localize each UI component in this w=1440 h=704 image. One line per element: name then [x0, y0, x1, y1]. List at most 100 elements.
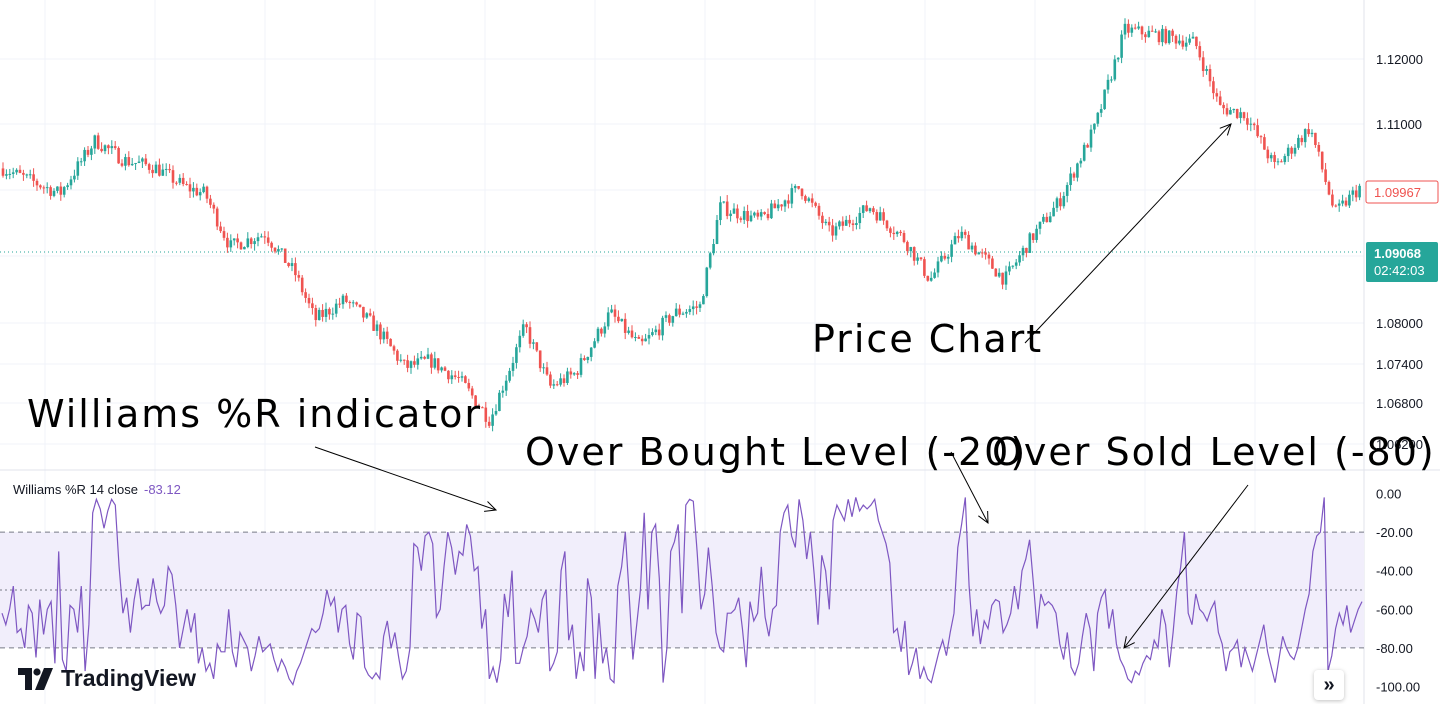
- candle-down: [613, 309, 617, 317]
- candle-up: [521, 324, 525, 336]
- candle-down: [297, 275, 301, 278]
- candle-up: [1106, 79, 1110, 90]
- candle-up: [1286, 147, 1290, 157]
- candle-up: [178, 177, 182, 183]
- candle-up: [5, 174, 8, 176]
- candle-down: [817, 205, 821, 216]
- candle-down: [773, 203, 777, 209]
- candle-down: [175, 182, 178, 184]
- candle-up: [1297, 137, 1300, 148]
- candle-up: [1123, 23, 1127, 35]
- candle-up: [202, 186, 205, 193]
- candle-up: [1229, 110, 1232, 115]
- scroll-to-realtime-button[interactable]: »: [1314, 670, 1344, 700]
- williams-r-tick-label: -80.00: [1376, 641, 1413, 656]
- candle-up: [722, 201, 726, 203]
- candle-down: [42, 187, 46, 189]
- candle-down: [406, 360, 409, 368]
- candle-up: [1276, 161, 1280, 163]
- candle-down: [569, 371, 573, 375]
- candle-down: [804, 196, 807, 201]
- candle-down: [827, 221, 831, 226]
- candle-down: [810, 198, 814, 203]
- candle-down: [583, 358, 586, 361]
- candle-down: [1327, 181, 1331, 195]
- candle-up: [644, 338, 647, 342]
- annotation-arrow-head: [978, 510, 989, 525]
- candle-down: [600, 328, 603, 334]
- candle-up: [103, 145, 107, 152]
- candle-up: [603, 326, 607, 334]
- candle-up: [793, 186, 797, 189]
- candle-down: [640, 338, 644, 342]
- williams-r-tick-label: -60.00: [1376, 602, 1413, 617]
- candle-down: [1317, 145, 1321, 152]
- candle-up: [52, 190, 56, 196]
- candle-up: [1167, 30, 1171, 44]
- candle-down: [59, 186, 63, 195]
- candle-up: [440, 367, 443, 371]
- candle-down: [1059, 198, 1062, 207]
- candle-down: [1, 168, 5, 176]
- candle-up: [705, 267, 709, 297]
- candle-down: [885, 220, 889, 229]
- tradingview-logo-icon: [18, 667, 53, 690]
- candle-down: [766, 214, 770, 219]
- candle-up: [929, 277, 933, 281]
- candle-up: [691, 306, 695, 310]
- candle-up: [933, 272, 936, 278]
- williams-r-annotation: Williams %R indicator: [27, 392, 482, 436]
- candle-up: [729, 213, 732, 217]
- price-tick-label: 1.06200: [1376, 437, 1423, 452]
- candle-up: [589, 347, 593, 357]
- candle-down: [899, 231, 902, 233]
- candle-down: [294, 263, 297, 276]
- candle-down: [219, 226, 222, 232]
- candle-down: [423, 356, 426, 359]
- candle-up: [651, 332, 654, 336]
- candle-down: [1174, 35, 1178, 44]
- candle-up: [868, 208, 872, 212]
- candle-up: [1042, 216, 1045, 222]
- candle-up: [1283, 156, 1287, 163]
- candle-up: [1062, 195, 1066, 207]
- candle-up: [375, 324, 379, 331]
- price-pane[interactable]: [0, 18, 1364, 432]
- candle-down: [113, 146, 117, 149]
- williams-r-pane[interactable]: [0, 497, 1364, 687]
- annotation-arrow-line: [1123, 484, 1249, 649]
- candle-down: [181, 177, 185, 185]
- tradingview-logo[interactable]: TradingView: [18, 665, 196, 692]
- candle-up: [1303, 129, 1307, 143]
- williams-r-legend[interactable]: Williams %R 14 close -83.12: [13, 482, 181, 497]
- candle-up: [419, 356, 423, 359]
- candle-up: [192, 187, 195, 192]
- candle-down: [396, 350, 399, 361]
- candle-down: [1222, 104, 1225, 109]
- candle-up: [243, 246, 246, 250]
- candle-down: [797, 186, 800, 189]
- candle-down: [1001, 272, 1004, 285]
- annotation-arrows: [314, 123, 1249, 649]
- candle-down: [100, 148, 103, 152]
- candle-up: [824, 221, 828, 224]
- williams-r-line: [1, 497, 1363, 687]
- price-axis[interactable]: 1.12000 1.11000 1.08000 1.07400 1.06800 1.062…: [1365, 52, 1439, 452]
- williams-r-legend-value: -83.12: [143, 482, 181, 497]
- candle-down: [147, 164, 151, 170]
- candle-up: [719, 202, 722, 221]
- candle-down: [477, 406, 481, 408]
- candle-up: [1154, 31, 1157, 33]
- candle-up: [141, 158, 144, 162]
- candle-up: [732, 208, 736, 214]
- candle-down: [321, 309, 324, 317]
- candle-down: [1314, 132, 1317, 146]
- candle-up: [1351, 190, 1355, 195]
- candle-down: [906, 241, 909, 252]
- candle-down: [1334, 205, 1338, 207]
- williams-r-axis[interactable]: 0.00 -20.00 -40.00 -60.00 -80.00 -100.00: [1376, 487, 1420, 695]
- candle-up: [491, 414, 494, 426]
- candle-down: [865, 205, 868, 212]
- candle-up: [1076, 163, 1079, 178]
